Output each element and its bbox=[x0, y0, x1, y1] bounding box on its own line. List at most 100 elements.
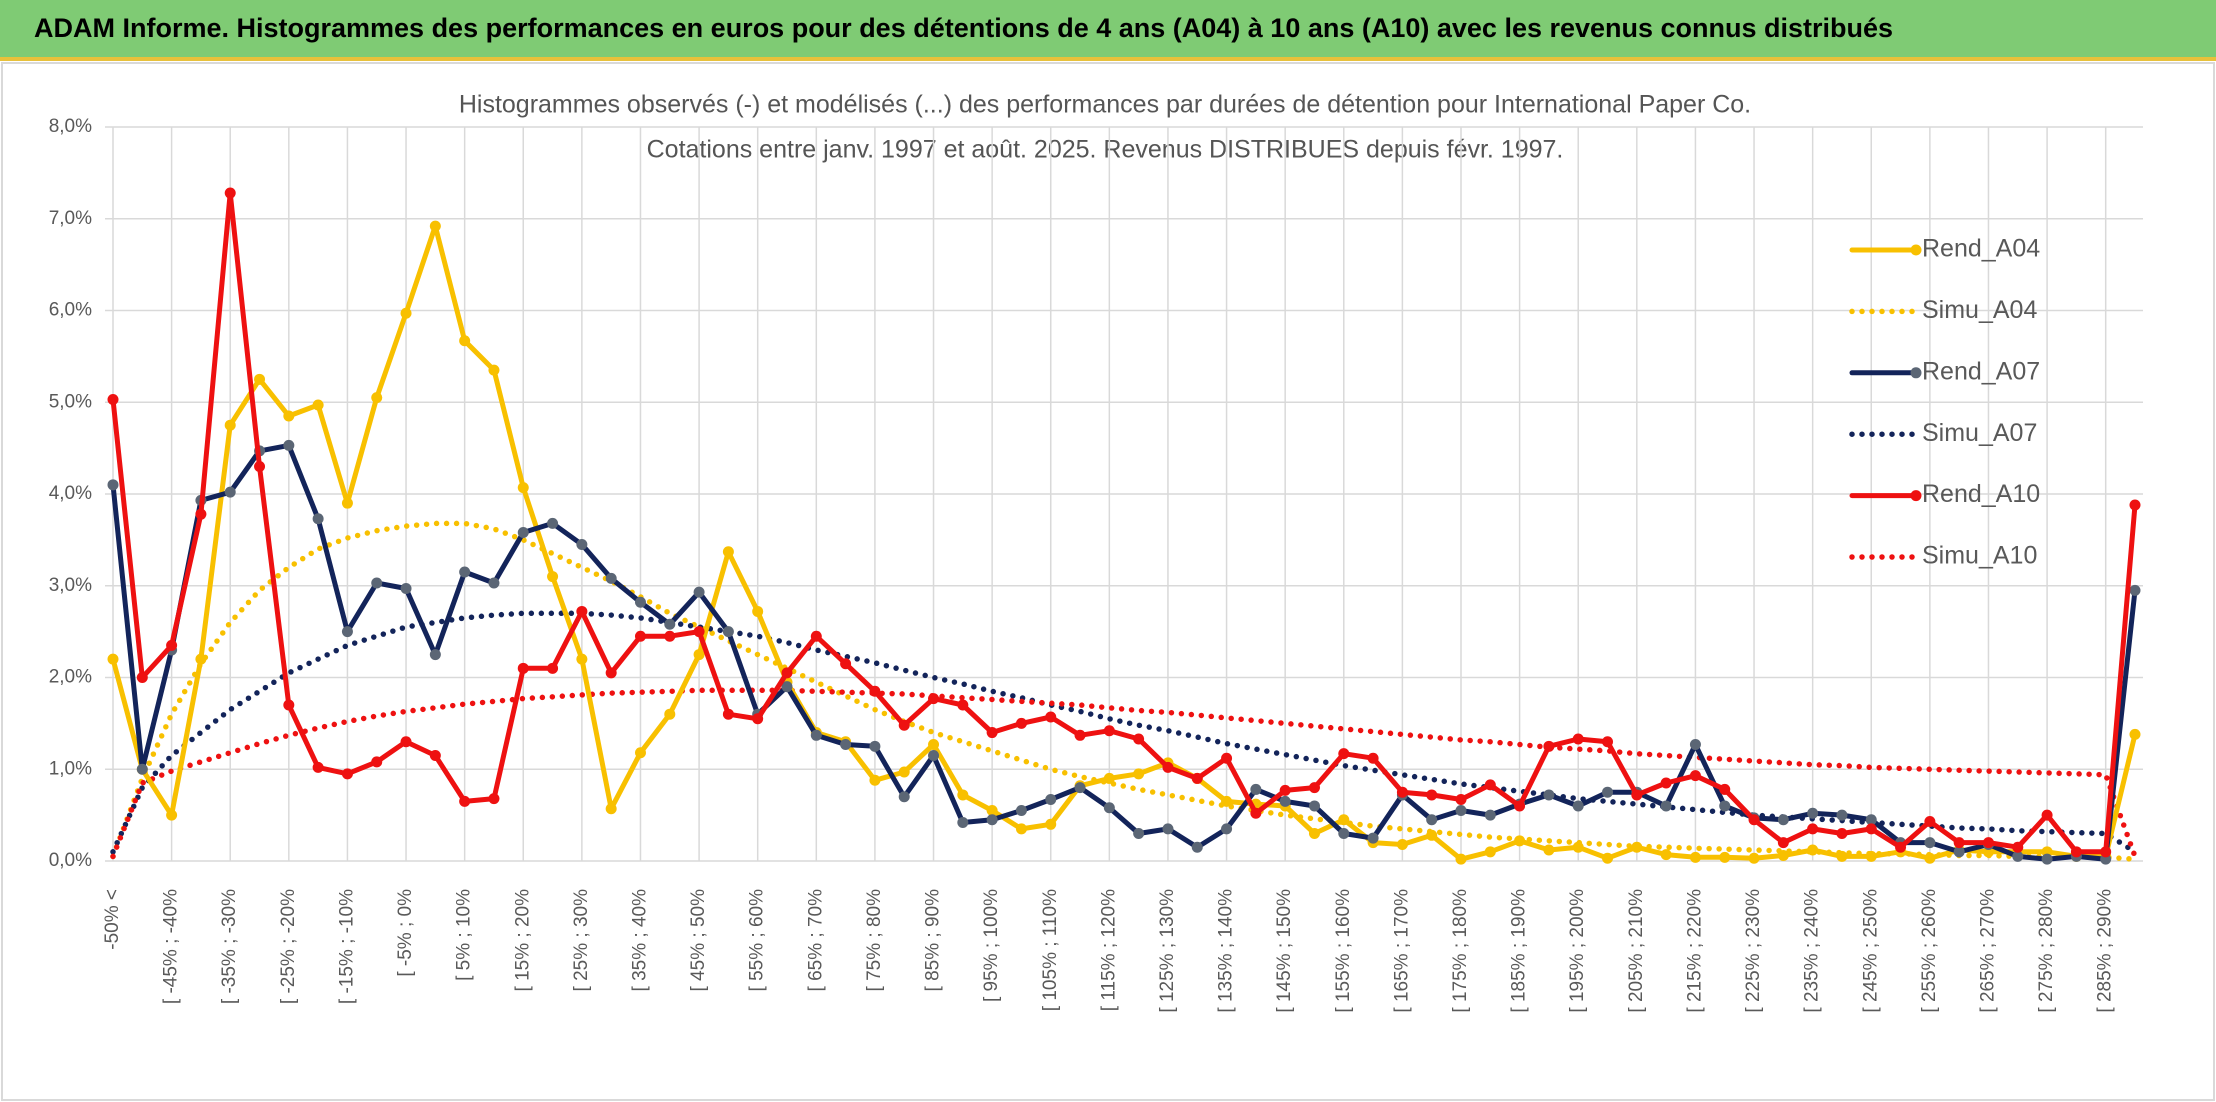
model-line bbox=[110, 687, 2138, 860]
data-point bbox=[957, 789, 969, 801]
data-point bbox=[840, 738, 852, 750]
data-point bbox=[2129, 728, 2141, 740]
data-point bbox=[781, 681, 793, 693]
data-point bbox=[1543, 844, 1555, 856]
data-point bbox=[1807, 844, 1819, 856]
data-point bbox=[1015, 717, 1027, 729]
data-point bbox=[517, 527, 529, 539]
observed-line bbox=[110, 190, 2138, 855]
data-point bbox=[898, 791, 910, 803]
data-point bbox=[1191, 841, 1203, 853]
data-point bbox=[1367, 832, 1379, 844]
data-point bbox=[400, 736, 412, 748]
data-point bbox=[1250, 783, 1262, 795]
x-tick-label: [ 135% ; 140% bbox=[1216, 889, 1237, 1013]
data-point bbox=[1836, 827, 1848, 839]
data-point bbox=[1514, 800, 1526, 812]
y-tick-label: 2,0% bbox=[49, 667, 92, 688]
data-point bbox=[986, 727, 998, 739]
data-point bbox=[1689, 770, 1701, 782]
data-point bbox=[107, 653, 119, 665]
data-point bbox=[400, 583, 412, 595]
x-tick-label: [ 155% ; 160% bbox=[1333, 889, 1354, 1013]
data-point bbox=[1191, 772, 1203, 784]
data-point bbox=[1221, 752, 1233, 764]
data-point bbox=[1103, 772, 1115, 784]
observed-line bbox=[110, 223, 2138, 862]
data-point bbox=[1631, 841, 1643, 853]
legend-label: Simu_A07 bbox=[1922, 419, 2037, 447]
data-point bbox=[605, 572, 617, 584]
data-point bbox=[2041, 809, 2053, 821]
data-point bbox=[1221, 795, 1233, 807]
header-rule bbox=[0, 57, 2216, 61]
x-tick-label: [ 55% ; 60% bbox=[747, 889, 768, 992]
data-point bbox=[898, 766, 910, 778]
data-point bbox=[1924, 852, 1936, 864]
data-point bbox=[1543, 789, 1555, 801]
data-point bbox=[2070, 846, 2082, 858]
x-tick-label: [ 165% ; 170% bbox=[1391, 889, 1412, 1013]
data-point bbox=[224, 486, 236, 498]
x-tick-label: [ -45% ; -40% bbox=[161, 889, 182, 1004]
data-point bbox=[722, 708, 734, 720]
data-point bbox=[1133, 768, 1145, 780]
x-tick-label: [ 75% ; 80% bbox=[864, 889, 885, 992]
data-point bbox=[1133, 733, 1145, 745]
data-point bbox=[312, 513, 324, 525]
data-point bbox=[928, 749, 940, 761]
data-point bbox=[312, 399, 324, 411]
data-point bbox=[1777, 849, 1789, 861]
data-point bbox=[1426, 789, 1438, 801]
data-point bbox=[810, 729, 822, 741]
data-point bbox=[664, 618, 676, 630]
data-point bbox=[429, 649, 441, 661]
x-tick-label: [ 25% ; 30% bbox=[571, 889, 592, 992]
data-point bbox=[1455, 805, 1467, 817]
data-point bbox=[1572, 841, 1584, 853]
data-point bbox=[869, 774, 881, 786]
header-title: ADAM Informe. Histogrammes des performan… bbox=[34, 13, 1893, 43]
data-point bbox=[634, 747, 646, 759]
data-point bbox=[1338, 748, 1350, 760]
data-point bbox=[1074, 782, 1086, 794]
data-point bbox=[664, 630, 676, 642]
x-tick-label: [ 205% ; 210% bbox=[1626, 889, 1647, 1013]
data-point bbox=[1836, 850, 1848, 862]
data-point bbox=[459, 566, 471, 578]
data-point bbox=[429, 220, 441, 232]
x-tick-label: [ 185% ; 190% bbox=[1509, 889, 1530, 1013]
data-point bbox=[1133, 827, 1145, 839]
data-point bbox=[224, 419, 236, 431]
y-tick-label: 4,0% bbox=[49, 483, 92, 504]
x-tick-label: -50% < bbox=[102, 889, 123, 950]
data-point bbox=[341, 497, 353, 509]
data-point bbox=[2041, 853, 2053, 865]
data-point bbox=[488, 364, 500, 376]
data-point bbox=[1396, 838, 1408, 850]
data-point bbox=[459, 795, 471, 807]
x-tick-label: [ 125% ; 130% bbox=[1157, 889, 1178, 1013]
data-point bbox=[1426, 829, 1438, 841]
data-point bbox=[1689, 851, 1701, 863]
data-point bbox=[1572, 800, 1584, 812]
x-tick-label: [ 175% ; 180% bbox=[1450, 889, 1471, 1013]
data-point bbox=[1777, 837, 1789, 849]
data-point bbox=[1660, 800, 1672, 812]
legend-label: Rend_A04 bbox=[1922, 235, 2040, 263]
data-point bbox=[1602, 736, 1614, 748]
x-tick-label: [ -15% ; -10% bbox=[336, 889, 357, 1004]
data-point bbox=[1221, 823, 1233, 835]
data-point bbox=[459, 335, 471, 347]
data-point bbox=[195, 653, 207, 665]
data-point bbox=[810, 630, 822, 642]
y-tick-label: 3,0% bbox=[49, 575, 92, 596]
data-point bbox=[1719, 783, 1731, 795]
y-tick-label: 7,0% bbox=[49, 208, 92, 229]
data-point bbox=[986, 805, 998, 817]
data-point bbox=[605, 667, 617, 679]
data-point bbox=[1015, 805, 1027, 817]
data-point bbox=[752, 713, 764, 725]
